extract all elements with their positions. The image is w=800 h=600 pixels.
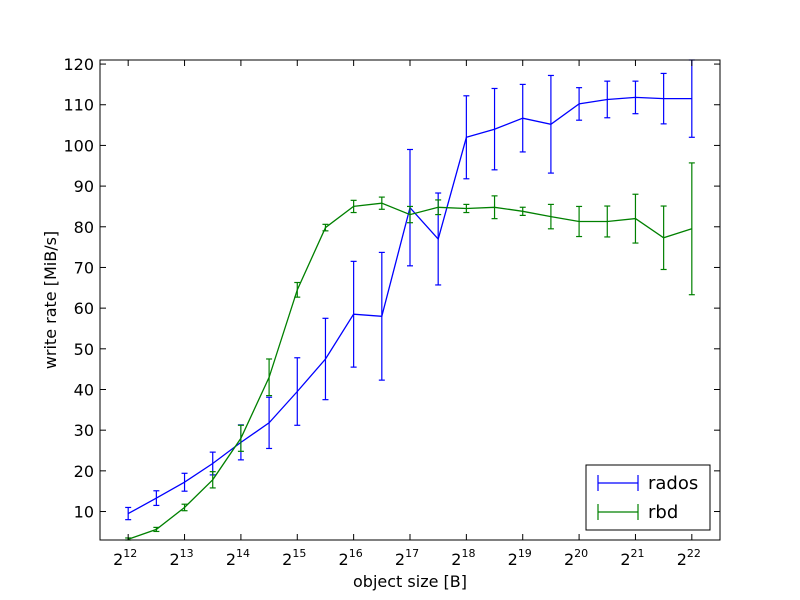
x-tick-label: 212: [113, 547, 137, 569]
x-tick-label: 213: [169, 547, 193, 569]
x-tick-label: 217: [395, 547, 419, 569]
ticks-layer: 10 20 30 40 50 60 70 80 90 100 110 120 212 213 214 215 2…: [63, 55, 720, 569]
y-tick-label: 20: [74, 462, 94, 481]
y-tick-label: 110: [63, 96, 94, 115]
y-tick-label: 50: [74, 340, 94, 359]
x-axis-title: object size [B]: [353, 572, 467, 591]
y-tick-label: 100: [63, 136, 94, 155]
x-tick-label: 222: [677, 547, 701, 569]
x-tick-label: 221: [620, 547, 644, 569]
x-tick-label: 218: [451, 547, 475, 569]
y-tick-label: 70: [74, 258, 94, 277]
series-layer: [125, 59, 695, 541]
y-tick-label: 60: [74, 299, 94, 318]
x-tick-label: 219: [508, 547, 532, 569]
y-tick-label: 80: [74, 218, 94, 237]
legend-label: rbd: [648, 502, 678, 523]
legend-label: rados: [648, 473, 698, 494]
y-tick-label: 120: [63, 55, 94, 74]
y-tick-label: 90: [74, 177, 94, 196]
x-tick-label: 214: [226, 547, 250, 569]
legend: rados rbd: [585, 464, 711, 531]
y-tick-label: 10: [74, 503, 94, 522]
x-tick-label: 216: [339, 547, 363, 569]
y-axis-title: write rate [MiB/s]: [41, 231, 60, 369]
series-rbd: [125, 162, 695, 541]
x-tick-label: 220: [564, 547, 588, 569]
y-tick-label: 30: [74, 421, 94, 440]
y-tick-label: 40: [74, 380, 94, 399]
x-tick-label: 215: [282, 547, 306, 569]
legend-box: [585, 464, 711, 531]
